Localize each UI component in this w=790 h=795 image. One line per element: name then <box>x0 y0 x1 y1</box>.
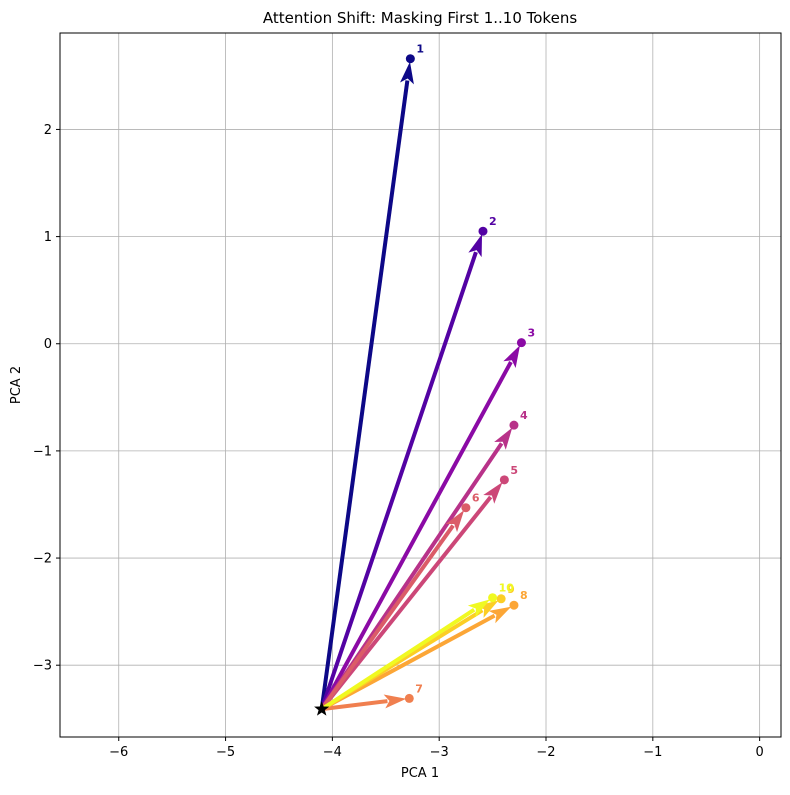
point-label-7: 7 <box>415 682 423 695</box>
arrow-head <box>383 694 407 709</box>
y-tick-label: 1 <box>44 230 52 245</box>
plot-frame <box>59 32 782 738</box>
arrow-head <box>483 482 503 504</box>
arrow-1 <box>319 61 414 710</box>
arrow-6 <box>320 510 465 711</box>
origin-star-marker <box>314 701 330 716</box>
x-axis-label: PCA 1 <box>401 766 439 781</box>
data-point-6 <box>461 503 471 513</box>
x-tick-label: −2 <box>536 745 555 760</box>
arrow-head <box>503 345 521 368</box>
y-tick-label: 2 <box>44 123 52 138</box>
point-label-8: 8 <box>520 589 528 602</box>
tick-layer: −6 −5 −4 −3 −2 −1 0 −3 −2 −1 0 1 2 <box>33 123 764 760</box>
chart-title: Attention Shift: Masking First 1..10 Tok… <box>263 9 577 27</box>
point-label-6: 6 <box>472 492 480 505</box>
arrow-shaft <box>321 699 388 712</box>
arrow-3 <box>319 345 521 711</box>
grid-lines <box>60 33 781 737</box>
data-point-8 <box>509 600 519 610</box>
data-point-5 <box>499 475 509 485</box>
data-point-10 <box>488 593 498 603</box>
data-point-9 <box>496 594 506 604</box>
arrow-shaft <box>319 361 513 711</box>
x-tick-label: 0 <box>755 745 763 760</box>
arrow-10 <box>320 599 491 711</box>
arrow-head <box>400 61 414 85</box>
data-point-3 <box>516 338 526 348</box>
arrow-head <box>494 427 513 450</box>
arrow-7 <box>321 694 407 712</box>
y-tick-label: 0 <box>44 337 52 352</box>
data-point-1 <box>405 54 415 64</box>
arrow-head <box>445 510 465 533</box>
arrow-shaft <box>319 80 410 710</box>
arrow-2 <box>319 234 483 710</box>
arrow-5 <box>320 482 503 711</box>
x-tick-label: −3 <box>430 745 449 760</box>
data-point-7 <box>404 693 414 703</box>
arrow-shaft <box>319 251 478 710</box>
point-label-2: 2 <box>489 215 497 228</box>
point-label-10: 10 <box>499 582 515 595</box>
point-label-5: 5 <box>510 464 518 477</box>
arrow-head <box>488 606 512 624</box>
x-tick-label: −4 <box>323 745 342 760</box>
y-tick-label: −1 <box>33 444 52 459</box>
y-tick-label: −3 <box>33 659 52 674</box>
x-tick-label: −1 <box>643 745 662 760</box>
x-tick-label: −6 <box>109 745 128 760</box>
arrow-shaft <box>320 608 476 711</box>
arrow-head <box>468 234 483 258</box>
arrow-layer <box>319 61 521 712</box>
point-label-4: 4 <box>520 409 528 422</box>
x-tick-label: −5 <box>216 745 235 760</box>
point-layer <box>314 54 526 716</box>
data-point-4 <box>509 420 519 430</box>
arrow-shaft <box>320 524 455 711</box>
point-label-3: 3 <box>527 327 535 340</box>
y-tick-label: −2 <box>33 552 52 567</box>
arrow-shaft <box>320 495 493 711</box>
arrow-head <box>467 599 491 618</box>
point-label-9: 9 <box>507 583 515 596</box>
y-axis-label: PCA 2 <box>9 366 24 404</box>
point-label-1: 1 <box>416 43 424 56</box>
data-point-2 <box>478 226 488 236</box>
